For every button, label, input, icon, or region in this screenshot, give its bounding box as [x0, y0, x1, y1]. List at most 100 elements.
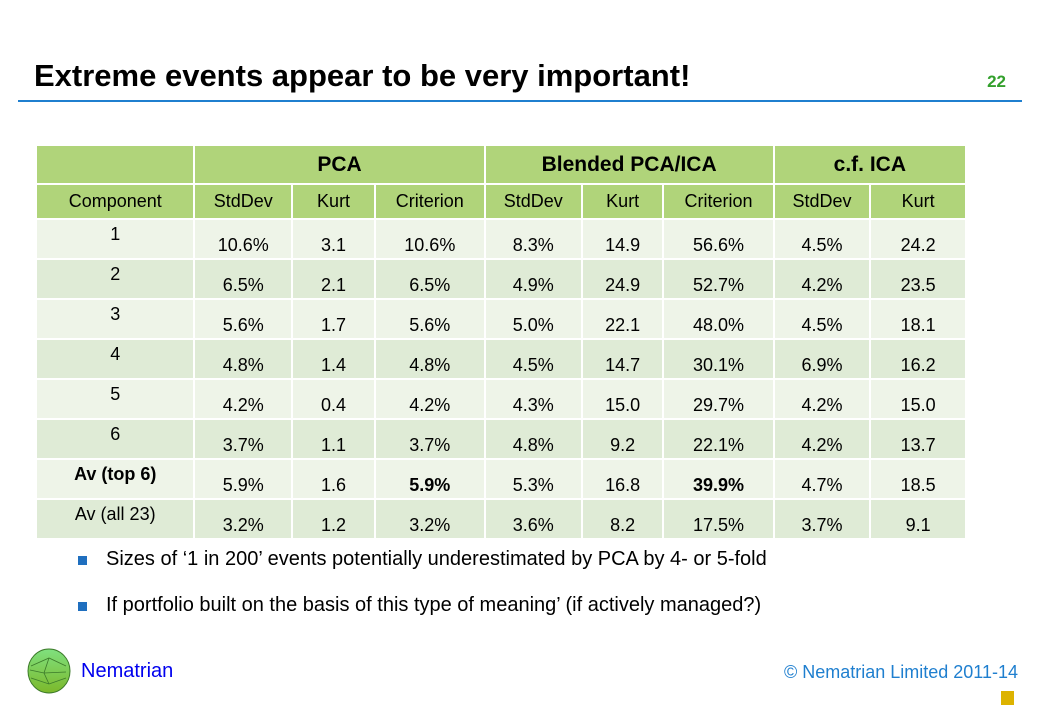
table-cell: 5.6% [193, 298, 294, 340]
column-header: Kurt [581, 183, 665, 220]
table-cell: 24.2 [869, 218, 967, 260]
page-number: 22 [987, 72, 1006, 91]
bullet-item: If portfolio built on the basis of this … [78, 594, 767, 617]
row-label: 5 [34, 378, 196, 420]
table-cell: 4.8% [374, 338, 486, 380]
table-cell: 0.4 [291, 378, 377, 420]
table-cell: 4.5% [483, 338, 584, 380]
nematrian-logo-icon [27, 648, 71, 694]
table-cell: 4.8% [193, 338, 294, 380]
row-label: 4 [34, 338, 196, 380]
column-header: Criterion [662, 183, 775, 220]
group-header-row: PCA Blended PCA/ICA c.f. ICA [34, 144, 968, 185]
table-cell: 4.2% [374, 378, 486, 420]
table-cell: 17.5% [662, 498, 775, 540]
table-row: Av (top 6) 5.9% 1.6 5.9% 5.3% 16.8 39.9% 4.7% 18… [34, 458, 967, 500]
table-cell: 15.0 [581, 378, 665, 420]
table-cell: 22.1% [662, 418, 775, 460]
table-row: 5 4.2% 0.4 4.2% 4.3% 15.0 29.7% 4.2% 15.0 [34, 378, 967, 420]
table-cell: 3.7% [374, 418, 486, 460]
table-cell: 39.9% [662, 458, 775, 500]
column-header: Kurt [291, 183, 377, 220]
table-cell: 18.1 [869, 298, 967, 340]
table-row: 3 5.6% 1.7 5.6% 5.0% 22.1 48.0% 4.5% 18.1 [34, 298, 967, 340]
slide-title: Extreme events appear to be very importa… [34, 58, 691, 93]
column-header: Kurt [869, 183, 967, 220]
table-row: 2 6.5% 2.1 6.5% 4.9% 24.9 52.7% 4.2% 23.5 [34, 258, 967, 300]
table-cell: 56.6% [662, 218, 775, 260]
bullet-item: Sizes of ‘1 in 200’ events potentially u… [78, 548, 767, 571]
table-cell: 52.7% [662, 258, 775, 300]
table-cell: 1.1 [291, 418, 377, 460]
table-cell: 4.2% [193, 378, 294, 420]
table-cell: 4.7% [772, 458, 872, 500]
row-label: 1 [34, 218, 196, 260]
row-label: 3 [34, 298, 196, 340]
column-header: Criterion [374, 183, 486, 220]
table-cell: 6.9% [772, 338, 872, 380]
table-cell: 4.8% [483, 418, 584, 460]
table-cell: 29.7% [662, 378, 775, 420]
table-cell: 10.6% [193, 218, 294, 260]
table-cell: 9.2 [581, 418, 665, 460]
table-row: 4 4.8% 1.4 4.8% 4.5% 14.7 30.1% 6.9% 16.2 [34, 338, 967, 380]
table-cell: 18.5 [869, 458, 967, 500]
row-label: 6 [34, 418, 196, 460]
row-label: Av (top 6) [34, 458, 196, 500]
table-cell: 22.1 [581, 298, 665, 340]
table-cell: 3.2% [193, 498, 294, 540]
title-divider [18, 100, 1022, 102]
results-table: PCA Blended PCA/ICA c.f. ICA Component St… [34, 144, 968, 540]
table-cell: 4.2% [772, 378, 872, 420]
table-row: 1 10.6% 3.1 10.6% 8.3% 14.9 56.6% 4.5% 24.2 [34, 218, 967, 260]
table-cell: 30.1% [662, 338, 775, 380]
table-cell: 23.5 [869, 258, 967, 300]
table-cell: 8.2 [581, 498, 665, 540]
table-cell: 4.9% [483, 258, 584, 300]
table-cell: 4.5% [772, 298, 872, 340]
table-cell: 4.2% [772, 258, 872, 300]
table-row: Av (all 23) 3.2% 1.2 3.2% 3.6% 8.2 17.5% 3.7% 9.… [34, 498, 967, 540]
table-cell: 3.2% [374, 498, 486, 540]
copyright: © Nematrian Limited 2011-14 [783, 662, 1018, 682]
column-header: StdDev [772, 183, 872, 220]
bullet-list: Sizes of ‘1 in 200’ events potentially u… [78, 548, 767, 640]
row-label: 2 [34, 258, 196, 300]
table-cell: 1.6 [291, 458, 377, 500]
table-cell: 1.7 [291, 298, 377, 340]
column-header: StdDev [193, 183, 294, 220]
table-cell: 5.9% [374, 458, 486, 500]
table-cell: 5.0% [483, 298, 584, 340]
table-cell: 9.1 [869, 498, 967, 540]
group-header: c.f. ICA [772, 144, 968, 185]
row-label: Av (all 23) [34, 498, 196, 540]
table-cell: 48.0% [662, 298, 775, 340]
table-cell: 4.5% [772, 218, 872, 260]
table-cell: 1.2 [291, 498, 377, 540]
table-cell: 3.1 [291, 218, 377, 260]
table-cell: 5.6% [374, 298, 486, 340]
table-cell: 24.9 [581, 258, 665, 300]
table-cell: 2.1 [291, 258, 377, 300]
table-cell: 4.3% [483, 378, 584, 420]
blank-header [34, 144, 196, 185]
table-cell: 5.9% [193, 458, 294, 500]
column-header-row: Component StdDev Kurt Criterion StdDev Kurt Cr… [34, 183, 967, 220]
table-cell: 1.4 [291, 338, 377, 380]
table-cell: 6.5% [193, 258, 294, 300]
table-cell: 3.6% [483, 498, 584, 540]
table-cell: 14.9 [581, 218, 665, 260]
table-cell: 3.7% [193, 418, 294, 460]
table-cell: 4.2% [772, 418, 872, 460]
brand-name: Nematrian [81, 660, 174, 682]
table-cell: 14.7 [581, 338, 665, 380]
slide-marker [1001, 691, 1014, 705]
table-cell: 13.7 [869, 418, 967, 460]
column-header: Component [34, 183, 196, 220]
table-cell: 3.7% [772, 498, 872, 540]
table-cell: 8.3% [483, 218, 584, 260]
group-header: PCA [193, 144, 486, 185]
table-cell: 10.6% [374, 218, 486, 260]
table-row: 6 3.7% 1.1 3.7% 4.8% 9.2 22.1% 4.2% 13.7 [34, 418, 967, 460]
table-cell: 16.8 [581, 458, 665, 500]
